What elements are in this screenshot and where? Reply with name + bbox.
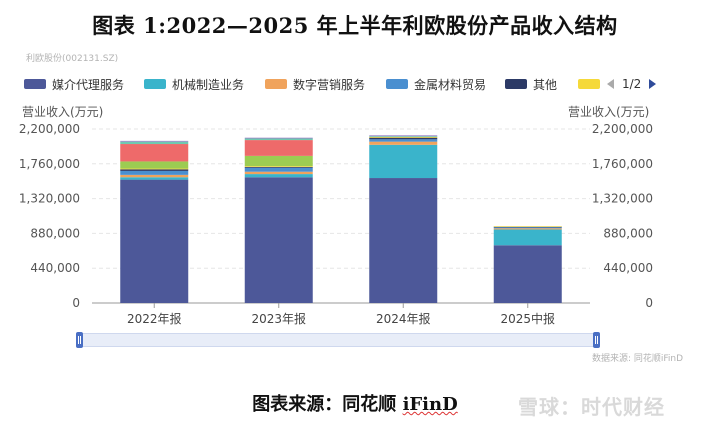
bar-segment bbox=[369, 139, 438, 142]
legend: 媒介代理服务 机械制造业务 数字营销服务 金属材料贸易 其他 1/2 bbox=[24, 76, 704, 94]
bar-segment bbox=[369, 136, 438, 137]
bar-segment bbox=[244, 167, 313, 172]
bar-segment bbox=[244, 166, 313, 167]
bar-segment bbox=[493, 245, 562, 303]
bar-segment bbox=[244, 137, 313, 139]
bar-segment bbox=[244, 177, 313, 303]
bar-segment bbox=[120, 174, 189, 178]
y-tick-label-right: 1,320,000 bbox=[592, 192, 653, 206]
bar-segment bbox=[493, 228, 562, 230]
legend-swatch bbox=[505, 79, 527, 89]
legend-swatch bbox=[144, 79, 166, 89]
data-zoom-handle-left[interactable] bbox=[76, 332, 83, 348]
legend-item-media-agency[interactable]: 媒介代理服务 bbox=[24, 76, 124, 92]
data-zoom-track[interactable] bbox=[78, 333, 598, 347]
bar-segment bbox=[244, 140, 313, 156]
y-tick-label-left: 1,320,000 bbox=[19, 192, 80, 206]
chart-subtitle: 利欧股份(002131.SZ) bbox=[26, 54, 119, 64]
legend-item-metal-trade[interactable]: 金属材料贸易 bbox=[386, 76, 486, 92]
legend-item-yellow[interactable] bbox=[578, 76, 606, 92]
bar-segment bbox=[369, 144, 438, 179]
x-tick-label: 2025中报 bbox=[500, 311, 555, 326]
chart-title: 图表 1:2022—2025 年上半年利欧股份产品收入结构 bbox=[92, 13, 618, 38]
bar-segment bbox=[369, 136, 438, 138]
legend-item-digital-marketing[interactable]: 数字营销服务 bbox=[265, 76, 365, 92]
legend-swatch bbox=[24, 79, 46, 89]
bar-segment bbox=[369, 137, 438, 140]
bar-segment bbox=[120, 168, 189, 170]
bar-segment bbox=[244, 174, 313, 178]
bar-segment bbox=[244, 138, 313, 141]
legend-item-machinery[interactable]: 机械制造业务 bbox=[144, 76, 244, 92]
x-tick-label: 2023年报 bbox=[251, 311, 306, 326]
legend-label: 其他 bbox=[533, 77, 558, 92]
legend-swatch bbox=[265, 79, 287, 89]
bar-segment bbox=[120, 141, 189, 145]
figure-source: 图表来源：同花顺 iFinD bbox=[0, 390, 710, 416]
legend-swatch bbox=[386, 79, 408, 89]
bar-segment bbox=[493, 226, 562, 227]
bar-segment bbox=[369, 141, 438, 145]
data-zoom-slider[interactable] bbox=[76, 332, 600, 348]
legend-label: 机械制造业务 bbox=[172, 77, 245, 92]
bar-segment bbox=[369, 135, 438, 137]
bar-segment bbox=[120, 144, 189, 162]
y-tick-label-left: 2,200,000 bbox=[19, 122, 80, 136]
bar-segment bbox=[493, 229, 562, 246]
bar-segment bbox=[120, 170, 189, 175]
y-tick-label-left: 1,760,000 bbox=[19, 157, 80, 171]
y-tick-label-left: 0 bbox=[72, 296, 80, 310]
bar-segment bbox=[120, 161, 189, 169]
data-source-note: 数据来源: 同花顺iFinD bbox=[592, 354, 684, 364]
bar-segment bbox=[120, 177, 189, 180]
bar-segment bbox=[120, 169, 189, 171]
legend-page-indicator: 1/2 bbox=[622, 77, 642, 91]
y-tick-label-left: 440,000 bbox=[30, 261, 80, 275]
bar-segment bbox=[493, 227, 562, 229]
y-axis-right-label: 营业收入(万元) bbox=[568, 105, 650, 119]
x-tick-label: 2022年报 bbox=[127, 311, 182, 326]
x-tick-label: 2024年报 bbox=[376, 311, 431, 326]
bar-segment bbox=[493, 226, 562, 228]
figure-source-brand: iFinD bbox=[402, 394, 458, 415]
bar-segment bbox=[120, 179, 189, 303]
figure-source-prefix: 图表来源：同花顺 bbox=[252, 394, 397, 415]
legend-label: 媒介代理服务 bbox=[52, 77, 125, 92]
bar-segment bbox=[244, 171, 313, 175]
y-tick-label-left: 880,000 bbox=[30, 226, 80, 240]
legend-swatch bbox=[578, 79, 600, 89]
bar-segment bbox=[244, 166, 313, 168]
y-tick-label-right: 1,760,000 bbox=[592, 157, 653, 171]
legend-label: 金属材料贸易 bbox=[414, 77, 487, 92]
y-tick-label-right: 2,200,000 bbox=[592, 122, 653, 136]
chevron-right-icon[interactable] bbox=[649, 79, 657, 89]
chevron-left-icon[interactable] bbox=[607, 79, 614, 89]
watermark: 雪球：时代财经 bbox=[518, 395, 665, 419]
legend-item-other[interactable]: 其他 bbox=[505, 76, 557, 92]
legend-label: 数字营销服务 bbox=[293, 77, 366, 92]
y-axis-left-label: 营业收入(万元) bbox=[22, 105, 104, 119]
bar-segment bbox=[369, 178, 438, 303]
y-tick-label-right: 0 bbox=[645, 296, 653, 310]
bar-segment bbox=[120, 140, 189, 142]
y-tick-label-right: 440,000 bbox=[603, 261, 653, 275]
y-tick-label-right: 880,000 bbox=[603, 226, 653, 240]
bar-segment bbox=[244, 155, 313, 167]
legend-pager: 1/2 bbox=[607, 76, 657, 92]
data-zoom-handle-right[interactable] bbox=[593, 332, 600, 348]
